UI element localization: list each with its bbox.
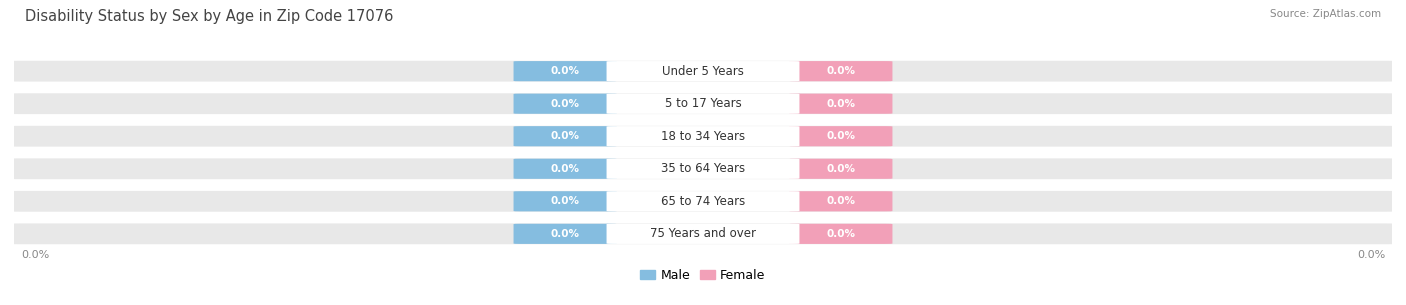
FancyBboxPatch shape xyxy=(606,94,800,114)
Text: 0.0%: 0.0% xyxy=(551,66,579,76)
Text: 0.0%: 0.0% xyxy=(827,66,855,76)
Text: 0.0%: 0.0% xyxy=(827,99,855,109)
Legend: Male, Female: Male, Female xyxy=(636,264,770,287)
Text: 0.0%: 0.0% xyxy=(551,131,579,141)
Text: 65 to 74 Years: 65 to 74 Years xyxy=(661,195,745,208)
FancyBboxPatch shape xyxy=(789,126,893,146)
FancyBboxPatch shape xyxy=(7,93,1399,114)
FancyBboxPatch shape xyxy=(789,94,893,114)
Text: 75 Years and over: 75 Years and over xyxy=(650,227,756,240)
FancyBboxPatch shape xyxy=(513,191,617,211)
FancyBboxPatch shape xyxy=(789,224,893,244)
FancyBboxPatch shape xyxy=(606,159,800,179)
Text: 0.0%: 0.0% xyxy=(21,250,49,260)
FancyBboxPatch shape xyxy=(606,191,800,211)
Text: 0.0%: 0.0% xyxy=(827,131,855,141)
Text: Disability Status by Sex by Age in Zip Code 17076: Disability Status by Sex by Age in Zip C… xyxy=(25,9,394,24)
Text: 5 to 17 Years: 5 to 17 Years xyxy=(665,97,741,110)
FancyBboxPatch shape xyxy=(7,191,1399,212)
FancyBboxPatch shape xyxy=(7,61,1399,81)
FancyBboxPatch shape xyxy=(7,224,1399,244)
Text: Source: ZipAtlas.com: Source: ZipAtlas.com xyxy=(1270,9,1381,19)
Text: 0.0%: 0.0% xyxy=(551,99,579,109)
FancyBboxPatch shape xyxy=(7,126,1399,147)
FancyBboxPatch shape xyxy=(7,158,1399,179)
Text: Under 5 Years: Under 5 Years xyxy=(662,65,744,78)
FancyBboxPatch shape xyxy=(606,61,800,81)
Text: 0.0%: 0.0% xyxy=(551,196,579,206)
FancyBboxPatch shape xyxy=(606,224,800,244)
FancyBboxPatch shape xyxy=(789,159,893,179)
Text: 0.0%: 0.0% xyxy=(827,196,855,206)
Text: 0.0%: 0.0% xyxy=(551,229,579,239)
FancyBboxPatch shape xyxy=(789,61,893,81)
FancyBboxPatch shape xyxy=(513,61,617,81)
Text: 35 to 64 Years: 35 to 64 Years xyxy=(661,162,745,175)
Text: 0.0%: 0.0% xyxy=(827,229,855,239)
FancyBboxPatch shape xyxy=(513,94,617,114)
FancyBboxPatch shape xyxy=(606,126,800,146)
FancyBboxPatch shape xyxy=(513,126,617,146)
FancyBboxPatch shape xyxy=(513,224,617,244)
Text: 0.0%: 0.0% xyxy=(1357,250,1385,260)
Text: 18 to 34 Years: 18 to 34 Years xyxy=(661,130,745,143)
FancyBboxPatch shape xyxy=(513,159,617,179)
Text: 0.0%: 0.0% xyxy=(551,164,579,174)
FancyBboxPatch shape xyxy=(789,191,893,211)
Text: 0.0%: 0.0% xyxy=(827,164,855,174)
